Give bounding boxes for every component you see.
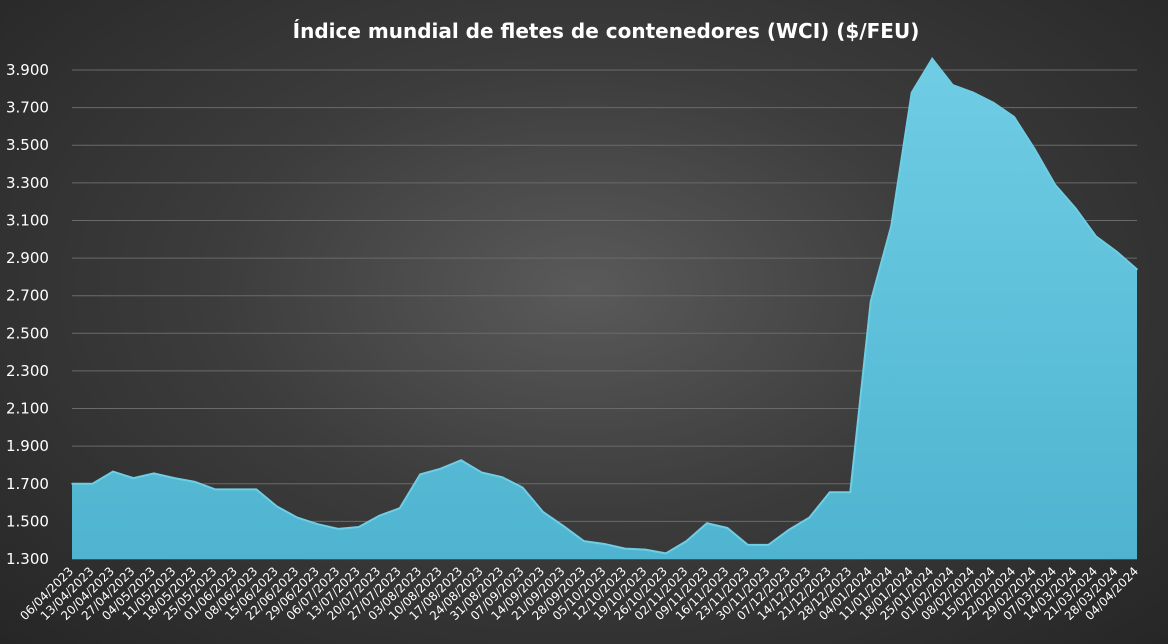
y-tick-label: 3.500: [6, 136, 49, 154]
data-point: [972, 91, 974, 94]
data-point: [439, 467, 442, 470]
data-point: [685, 540, 688, 542]
data-point: [747, 544, 749, 546]
data-point: [1013, 116, 1015, 118]
data-point: [890, 225, 893, 227]
data-point: [665, 552, 667, 555]
data-point: [419, 473, 421, 476]
y-tick-label: 2.300: [6, 362, 49, 380]
data-point: [378, 514, 381, 517]
data-point: [357, 526, 360, 528]
data-point: [255, 488, 258, 491]
data-point: [398, 507, 401, 510]
y-tick-label: 3.300: [6, 174, 49, 192]
data-point: [562, 525, 565, 527]
data-point: [480, 471, 483, 474]
data-point: [276, 505, 278, 508]
data-point: [992, 102, 995, 104]
data-point: [931, 57, 933, 60]
y-tick-label: 1.900: [6, 437, 49, 455]
data-point: [153, 472, 155, 475]
data-point: [501, 476, 503, 478]
y-tick-label: 2.900: [6, 249, 49, 267]
data-point: [849, 491, 852, 494]
data-point: [828, 491, 831, 494]
y-tick-label: 2.100: [6, 400, 49, 418]
y-axis-tick-labels: 1.300 1.500 1.700 1.900 2.100 2.300 2.500 2.700…: [6, 61, 49, 568]
data-point: [337, 528, 340, 530]
data-point: [1054, 183, 1056, 186]
data-point: [235, 488, 237, 491]
data-point: [603, 543, 606, 545]
data-point: [521, 486, 524, 489]
data-point: [173, 477, 176, 479]
area-series: [71, 56, 1138, 559]
y-tick-label: 1.700: [6, 475, 49, 493]
data-point: [1074, 207, 1077, 210]
data-point: [1095, 235, 1097, 238]
data-point: [542, 511, 544, 513]
data-point: [214, 488, 217, 491]
data-point: [316, 523, 319, 526]
data-point: [71, 482, 73, 485]
data-point: [788, 529, 790, 531]
data-point: [767, 544, 770, 546]
data-point: [1033, 148, 1036, 150]
data-point: [869, 300, 872, 303]
y-tick-label: 3.100: [6, 211, 49, 229]
y-tick-label: 3.900: [6, 61, 49, 79]
y-tick-label: 1.300: [6, 550, 49, 568]
chart-title: Índice mundial de fletes de contenedores…: [293, 19, 920, 43]
data-point: [644, 548, 647, 551]
data-point: [951, 84, 954, 86]
data-point: [808, 516, 811, 519]
y-tick-label: 2.700: [6, 287, 49, 305]
y-tick-label: 2.500: [6, 324, 49, 342]
y-tick-label: 1.500: [6, 512, 49, 530]
data-point: [583, 540, 585, 542]
data-point: [1136, 268, 1138, 271]
y-tick-label: 3.700: [6, 99, 49, 117]
data-point: [194, 481, 196, 483]
data-point: [910, 91, 913, 94]
data-point: [1115, 250, 1118, 253]
data-point: [726, 527, 729, 529]
data-point: [91, 482, 94, 485]
data-point: [624, 547, 626, 550]
data-point: [132, 477, 135, 479]
area-fill: [72, 58, 1137, 559]
x-axis-tick-labels: 06/04/202313/04/202320/04/202327/04/2023…: [17, 564, 1141, 623]
data-point: [296, 516, 299, 519]
data-point: [706, 522, 708, 525]
data-point: [112, 470, 114, 473]
data-point: [460, 459, 462, 462]
